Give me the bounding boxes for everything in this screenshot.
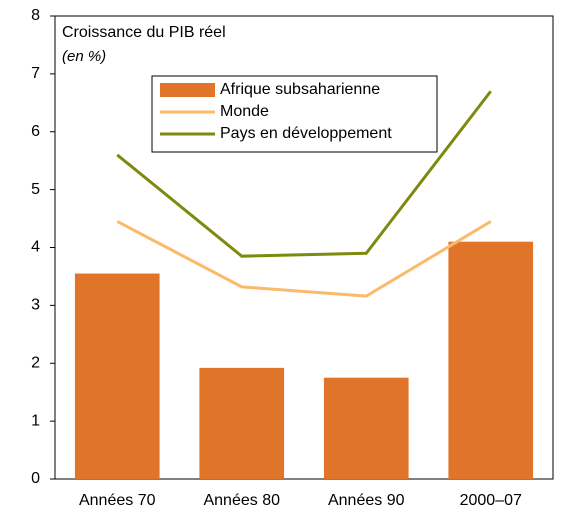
x-tick-label: Années 80 [203, 492, 280, 509]
x-tick-label: Années 70 [79, 492, 156, 509]
bar [323, 377, 409, 479]
y-tick-label: 2 [31, 354, 40, 371]
bar [74, 273, 160, 479]
line [116, 90, 492, 258]
bar [199, 367, 285, 479]
x-tick-label: 2000–07 [460, 492, 522, 509]
x-tick-label: Années 90 [328, 492, 405, 509]
legend-label: Afrique subsaharienne [220, 81, 380, 98]
y-tick-label: 8 [31, 7, 40, 24]
bar [448, 241, 534, 479]
y-tick-label: 0 [31, 470, 40, 487]
y-tick-label: 7 [31, 65, 40, 82]
y-tick-label: 1 [31, 412, 40, 429]
y-tick-label: 5 [31, 181, 40, 198]
line [116, 220, 492, 298]
chart-subtitle: (en %) [62, 48, 106, 65]
y-tick-label: 6 [31, 123, 40, 140]
legend-swatch [160, 83, 215, 97]
y-tick-label: 3 [31, 297, 40, 314]
y-tick-label: 4 [31, 239, 40, 256]
legend-label: Monde [220, 103, 269, 120]
legend-label: Pays en développement [220, 125, 392, 142]
chart-title: Croissance du PIB réel [62, 24, 226, 41]
